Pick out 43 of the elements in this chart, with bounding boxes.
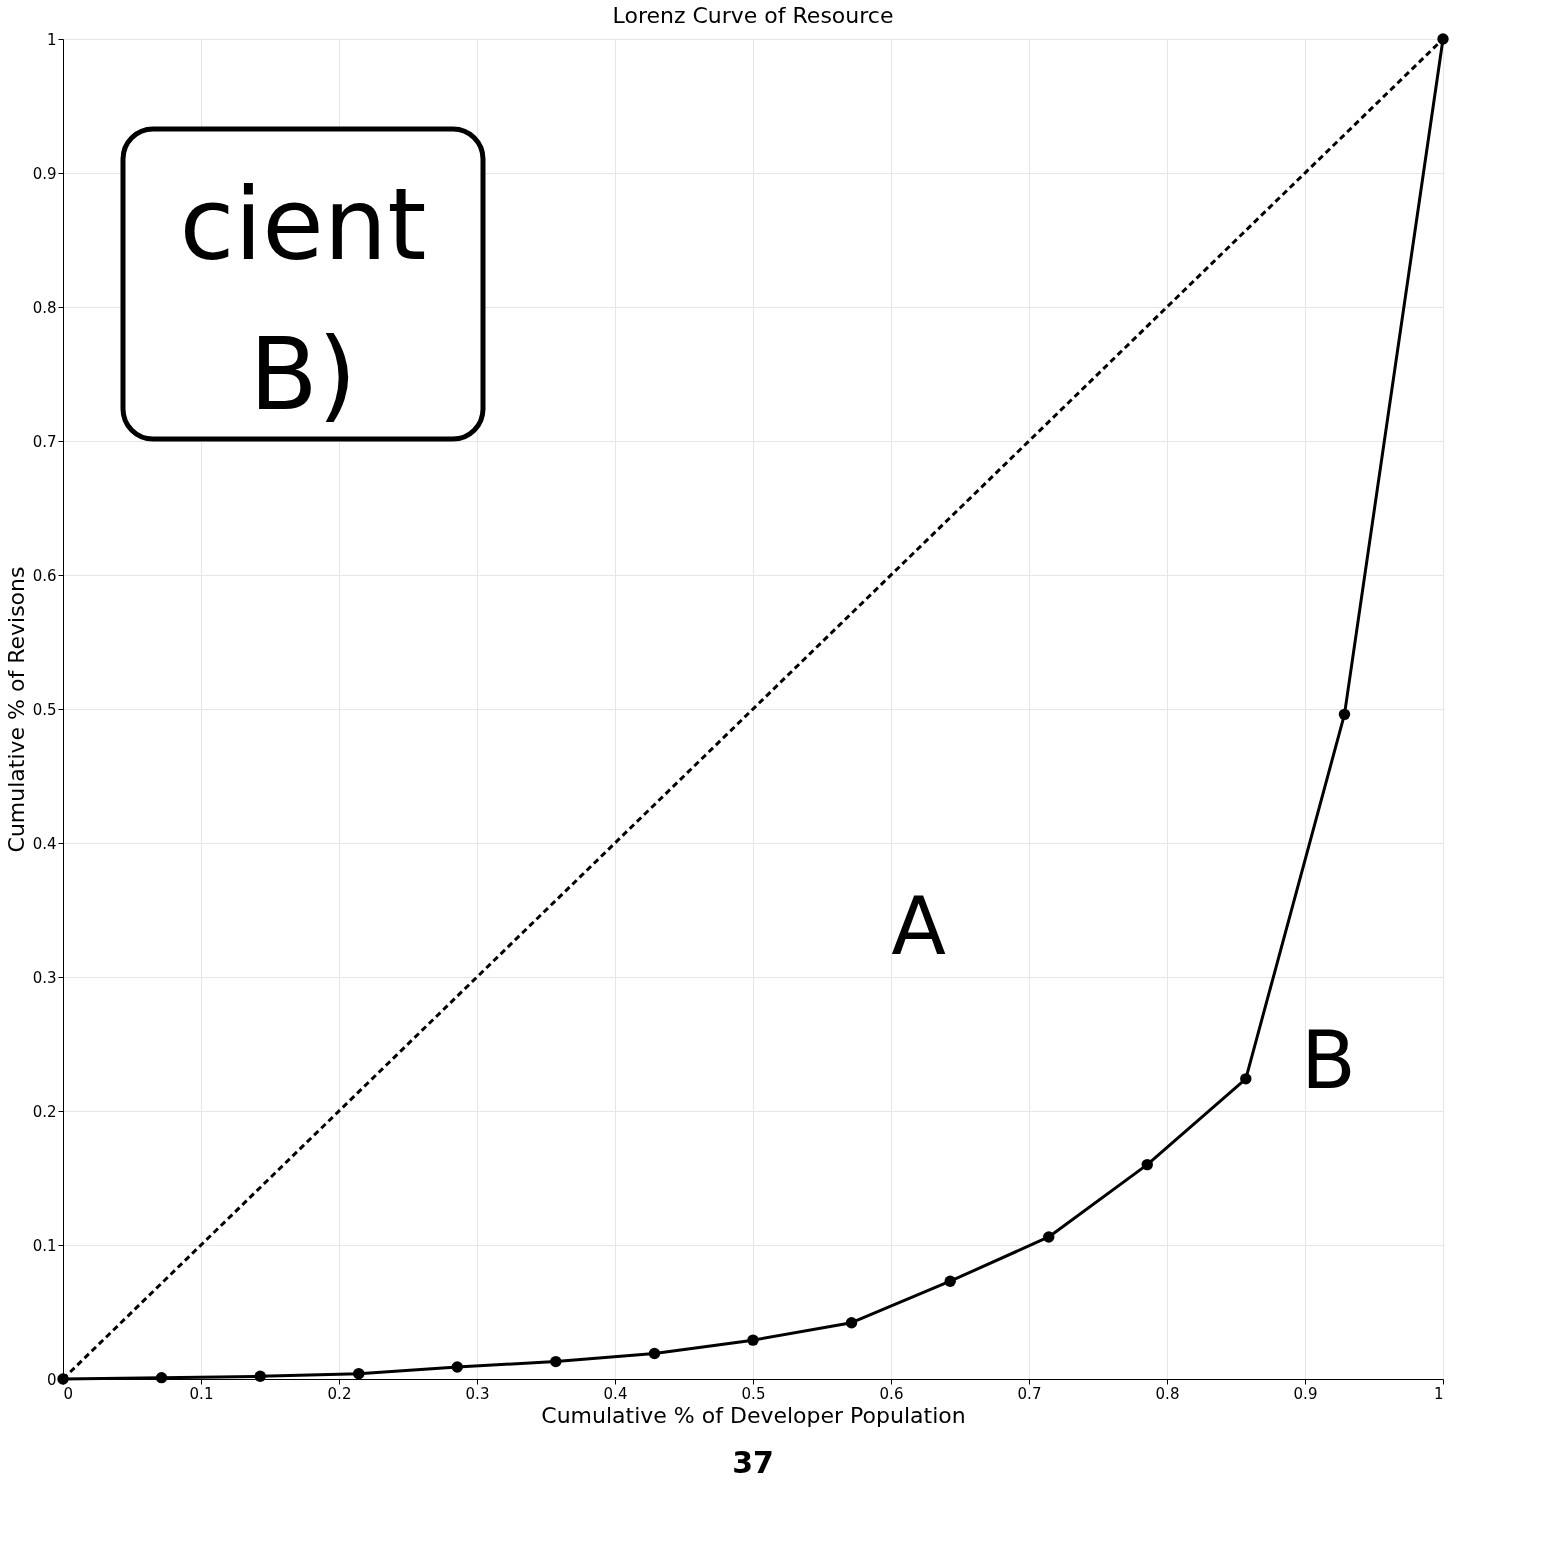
annotation: cient — [179, 166, 427, 283]
x-tick-label: 0.5 — [741, 1384, 766, 1403]
y-tick-label: 0 — [46, 1370, 57, 1389]
text: 37 — [732, 1445, 774, 1480]
x-tick-label: 0.3 — [465, 1384, 490, 1403]
x-tick-label: 1 — [1433, 1384, 1444, 1403]
x-tick-label: 0.7 — [1017, 1384, 1042, 1403]
point — [155, 1371, 168, 1384]
point — [1338, 708, 1351, 721]
y-tick-label: 0.4 — [32, 834, 57, 853]
point — [1240, 1073, 1252, 1085]
y-tick-label: 1 — [46, 30, 57, 49]
y-tick-label: 0.1 — [32, 1236, 57, 1255]
x-tick-label: 0.2 — [327, 1384, 352, 1403]
y-axis-title: Cumulative % of Revisons — [3, 566, 29, 853]
x-tick-label: 0.9 — [1293, 1384, 1318, 1403]
y-tick-label: 0.6 — [32, 566, 57, 585]
point — [254, 1370, 266, 1383]
point — [648, 1347, 661, 1360]
x-tick-label: 0.6 — [879, 1384, 904, 1403]
point — [451, 1361, 463, 1373]
point — [550, 1355, 562, 1368]
annotation: A — [891, 880, 947, 974]
point — [1043, 1231, 1055, 1243]
point — [845, 1317, 858, 1329]
annotation: B) — [249, 316, 357, 433]
x-tick-label: 0.4 — [603, 1384, 628, 1403]
point — [747, 1334, 759, 1346]
y-tick-label: 0.5 — [32, 700, 57, 719]
x-tick-label: 0 — [63, 1384, 74, 1403]
point — [1141, 1158, 1153, 1171]
y-tick-label: 0.2 — [32, 1102, 57, 1121]
x-tick-label: 0.1 — [189, 1384, 214, 1403]
y-tick-label: 0.7 — [32, 432, 57, 451]
y-tick-label: 0.9 — [32, 164, 57, 183]
point — [353, 1367, 365, 1380]
y-tick-label: 0.3 — [32, 968, 57, 987]
point — [944, 1275, 956, 1287]
annotation: B — [1301, 1014, 1356, 1108]
chart-title: Lorenz Curve of Resource — [612, 3, 894, 28]
x-tick-label: 0.8 — [1155, 1384, 1180, 1403]
y-tick-label: 0.8 — [32, 298, 57, 317]
x-axis-title: Cumulative % of Developer Population — [541, 1402, 966, 1428]
